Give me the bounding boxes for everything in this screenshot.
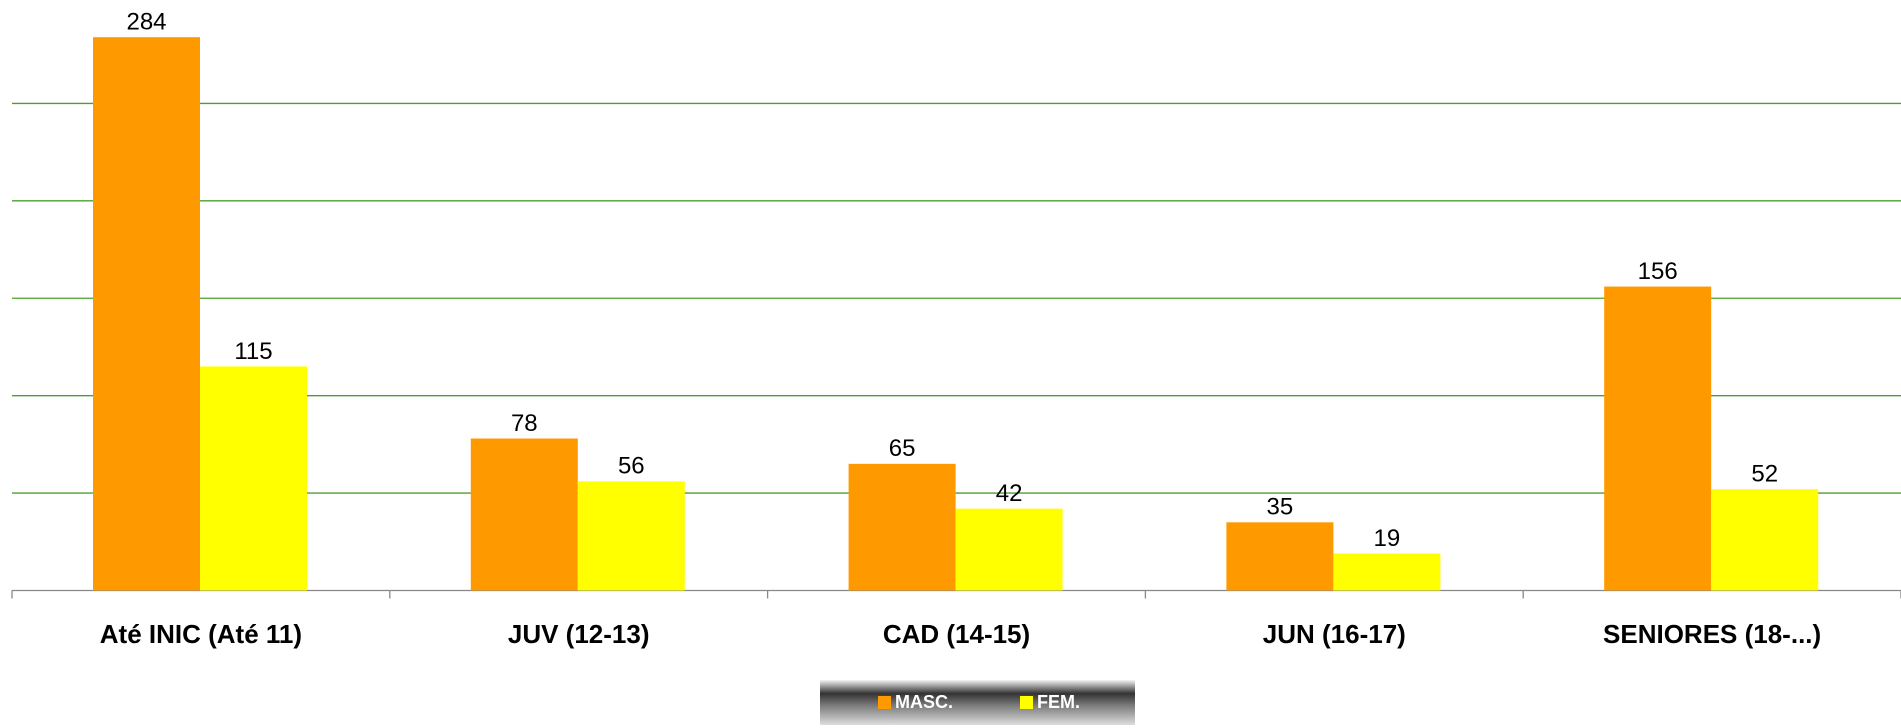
legend-label: FEM. — [1037, 692, 1080, 712]
bar — [93, 37, 200, 591]
bar — [577, 481, 685, 591]
bar — [848, 463, 956, 591]
legend-box — [820, 680, 1135, 725]
x-tick-label: CAD (14-15) — [883, 619, 1030, 649]
bar — [955, 508, 1063, 591]
data-label: 156 — [1638, 258, 1678, 285]
x-tick-label: SENIORES (18-...) — [1603, 619, 1821, 649]
data-label: 35 — [1267, 494, 1294, 521]
bar — [1711, 489, 1819, 591]
data-label: 42 — [996, 480, 1023, 507]
bar — [200, 366, 307, 591]
legend-swatch — [1020, 696, 1033, 709]
bar — [1604, 286, 1712, 591]
data-label: 19 — [1374, 525, 1401, 552]
legend-label: MASC. — [895, 692, 953, 712]
x-tick-label: JUV (12-13) — [508, 619, 650, 649]
bar — [1226, 522, 1334, 591]
legend-swatch — [878, 696, 891, 709]
bar — [470, 438, 578, 591]
data-label: 284 — [126, 9, 166, 36]
data-label: 115 — [234, 338, 272, 365]
x-tick-label: JUN (16-17) — [1263, 619, 1406, 649]
data-label: 56 — [618, 453, 645, 480]
data-label: 52 — [1751, 461, 1778, 488]
bar — [1333, 553, 1441, 591]
data-label: 78 — [511, 410, 538, 437]
data-label: 65 — [889, 435, 916, 462]
x-tick-label: Até INIC (Até 11) — [100, 619, 302, 649]
